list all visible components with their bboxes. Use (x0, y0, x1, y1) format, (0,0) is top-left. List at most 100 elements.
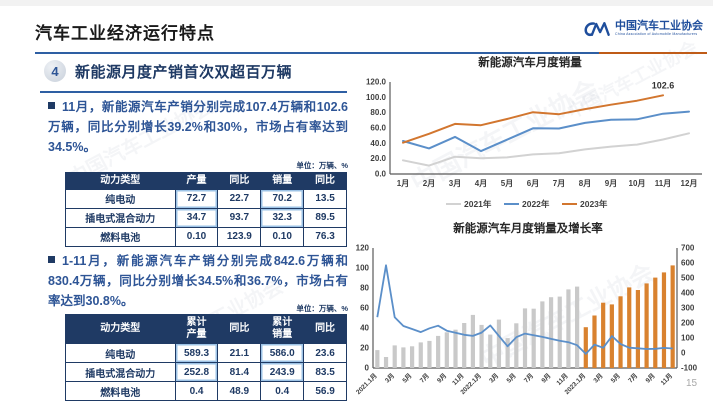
sales-bar (453, 329, 458, 368)
data-label: 102.6 (652, 80, 675, 90)
sales-bar (418, 342, 423, 368)
sales-bar (540, 301, 545, 368)
legend-label-2023年: 2023年 (580, 199, 608, 209)
value-cell: 34.7 (174, 207, 219, 228)
x-axis-tick-label: 3月 (383, 372, 396, 385)
chart1-title: 新能源汽车月度销量 (478, 57, 582, 69)
value-cell: 0.4 (260, 381, 305, 401)
y-axis-tick-label: 80.0 (370, 108, 386, 117)
bullet-november-text: 11月，新能源汽车产销分别完成107.4万辆和102.6万辆，同比分别增长39.… (48, 100, 348, 154)
sales-bar (522, 308, 528, 368)
row-label-cell: 纯电动 (65, 343, 176, 363)
sales-bar (409, 346, 415, 368)
growth-rate-line (376, 264, 673, 355)
sales-bar (575, 286, 580, 368)
right-axis-tick-label: 100 (681, 334, 695, 343)
sales-bar (505, 338, 510, 368)
x-axis-tick-label: 3月 (449, 179, 461, 188)
y-axis-tick-label: 100.0 (366, 93, 387, 102)
unit-label: 单位：万辆、% (296, 304, 348, 313)
y-axis-tick-label: 40.0 (370, 139, 386, 148)
value-cell: 23.6 (303, 343, 347, 363)
table-header-cell: 累计 销量 (260, 314, 305, 344)
sales-bar (618, 296, 623, 368)
right-axis-tick-label: 300 (681, 304, 695, 313)
value-cell: 252.8 (174, 362, 219, 382)
caam-logo-icon (583, 20, 611, 43)
value-cell: 22.7 (217, 188, 262, 209)
x-axis-tick-label: 11月 (659, 372, 674, 387)
sales-bar (531, 308, 536, 368)
section-number-badge: 4 (44, 60, 66, 82)
sales-bar (627, 287, 632, 368)
value-cell: 32.3 (260, 207, 305, 228)
table-header-cell: 累计 产量 (174, 314, 219, 344)
table-row: 燃料电池 0.10 123.9 0.10 76.3 (65, 226, 347, 247)
y-axis-tick-label: 120.0 (366, 78, 387, 87)
sales-bar (496, 319, 502, 368)
x-axis-tick-label: 7月 (626, 372, 639, 385)
sales-bar (592, 315, 597, 368)
left-axis-tick-label: 100 (356, 264, 370, 273)
page-title: 汽车工业经济运行特点 (35, 24, 215, 43)
org-name-en: China Association of Automobile Manufact… (615, 32, 698, 37)
legend-label-2022年: 2022年 (522, 199, 550, 209)
row-label-cell: 燃料电池 (65, 226, 176, 247)
caam-logo: 中国汽车工业协会 China Association of Automobile… (583, 20, 703, 43)
left-axis-tick-label: 60 (360, 304, 369, 313)
sales-bar (635, 290, 641, 368)
table-row: 燃料电池 0.4 48.9 0.4 56.9 (65, 381, 347, 401)
x-axis-tick-label: 12月 (681, 179, 698, 188)
sales-bar (479, 324, 484, 368)
x-axis-tick-label: 8月 (579, 179, 591, 188)
org-name-cn: 中国汽车工业协会 (615, 20, 703, 32)
sales-bar (653, 277, 658, 368)
x-axis-tick-label: 3月 (487, 372, 500, 385)
x-axis-tick-label: 2月 (423, 179, 435, 188)
cumulative-table: 动力类型 累计 产量 同比 累计 销量 同比 纯电动 589.3 21.1 586.0 23.6 插… (65, 314, 347, 401)
value-cell: 589.3 (174, 343, 219, 363)
value-cell: 21.1 (217, 343, 262, 363)
sales-bar (470, 314, 475, 368)
page-number: 15 (686, 378, 698, 389)
table-header-cell: 产量 (174, 172, 219, 190)
chart1-canvas: 0.0 20.0 40.0 60.0 80.0 100.0 120.0 1月 2月 3月 4月 5月 6… (366, 78, 702, 209)
left-axis-tick-label: 0 (365, 364, 370, 373)
sales-bar (392, 345, 397, 368)
sales-bar (601, 302, 606, 368)
x-axis-tick-label: 5月 (609, 372, 622, 385)
sales-bar (488, 334, 493, 368)
unit-label: 单位：万辆、% (296, 161, 348, 170)
sales-bar (670, 265, 675, 368)
x-axis-tick-label: 7月 (522, 372, 535, 385)
value-cell: 0.4 (174, 381, 219, 401)
value-cell: 243.9 (260, 362, 305, 382)
x-axis-tick-label: 7月 (418, 372, 431, 385)
left-axis-tick-label: 80 (360, 284, 369, 293)
series-line-2023年 (402, 94, 664, 144)
table-header-cell: 同比 (303, 172, 347, 190)
x-axis-tick-label: 5月 (401, 372, 414, 385)
sales-bar (383, 357, 389, 368)
left-axis-tick-label: 20 (360, 344, 369, 353)
right-axis-tick-label: 400 (681, 289, 695, 298)
series-line-2022年 (402, 110, 690, 153)
sales-bar (514, 323, 519, 368)
row-label-cell: 插电式混合动力 (65, 362, 176, 382)
bullet-cumulative-text: 1-11月，新能源汽车产销分别完成842.6万辆和830.4万辆，同比分别增长3… (48, 254, 348, 308)
value-cell: 83.5 (303, 362, 347, 382)
table-row: 纯电动 589.3 21.1 586.0 23.6 (65, 343, 347, 363)
value-cell: 48.9 (217, 381, 262, 401)
divider-blue-segment (35, 52, 600, 54)
x-axis-tick-label: 9月 (605, 179, 617, 188)
left-axis-tick-label: 40 (360, 324, 369, 333)
title-divider (35, 52, 707, 54)
legend-label-2021年: 2021年 (464, 199, 492, 209)
table-header-cell: 动力类型 (65, 172, 176, 190)
sales-bar (436, 335, 441, 368)
bullet-square-icon (48, 102, 55, 109)
section-underline (40, 91, 347, 93)
sales-bar (401, 347, 406, 368)
sales-bar (644, 283, 649, 368)
